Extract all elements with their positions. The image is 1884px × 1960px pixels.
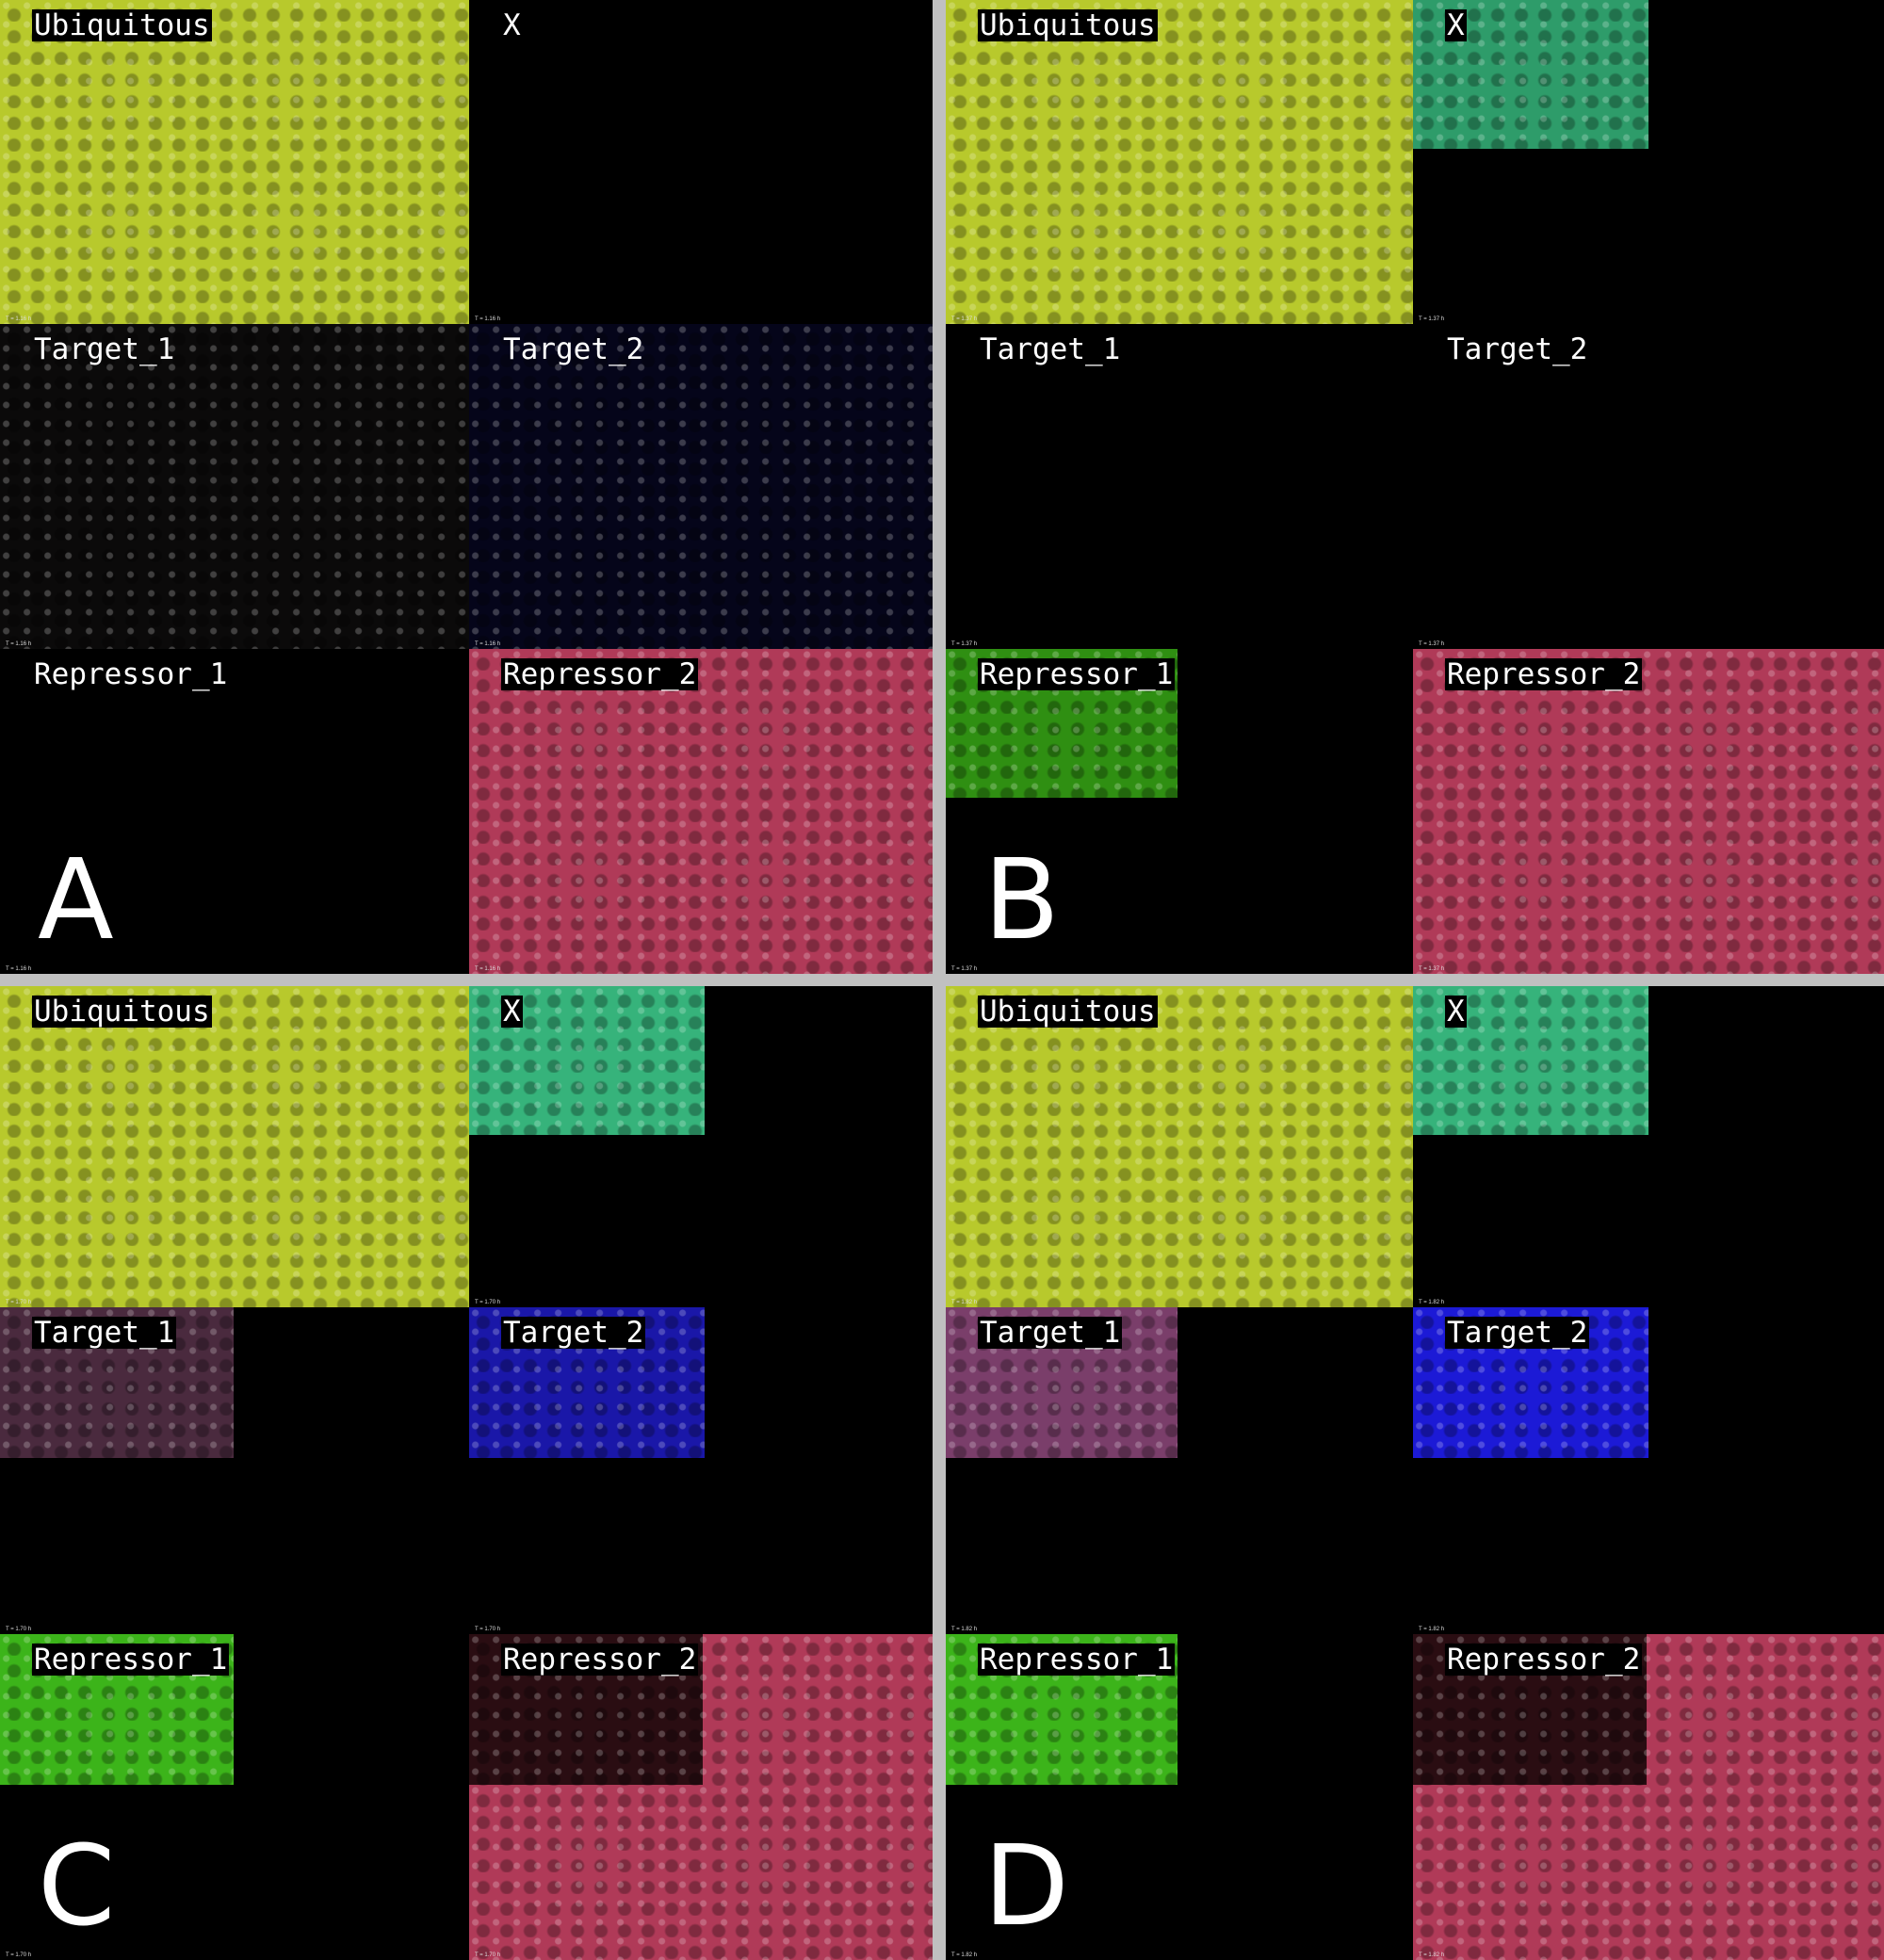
time-label: T = 1.70 h [6,1627,32,1632]
time-label: T = 1.70 h [475,1300,501,1305]
quadrant-letter: D [983,1821,1069,1951]
panel-target-2: Target_2 T = 1.16 h [469,324,933,649]
tissue-image [469,986,705,1135]
panel-label: Target_2 [1445,1316,1590,1350]
time-label: T = 1.37 h [1419,316,1445,322]
panel-label: Target_1 [32,1316,177,1350]
panel-target-1: Target_1 T = 1.16 h [0,324,469,649]
panel-x: X T = 1.37 h [1413,0,1884,324]
quadrant-letter: C [38,1821,116,1951]
panel-ubiquitous: Ubiquitous T = 1.82 h [946,986,1413,1307]
quadrant-b: Ubiquitous T = 1.37 h X T = 1.37 h Targe… [946,0,1884,974]
tissue-image [0,0,469,324]
quadrant-a: Ubiquitous T = 1.16 h X T = 1.16 h Targe… [0,0,933,974]
panel-label: Ubiquitous [32,995,212,1029]
quadrant-letter: B [983,834,1060,964]
panel-label: Repressor_1 [32,1643,230,1677]
panel-target-1: Target_1 T = 1.37 h [946,324,1413,649]
panel-x: X T = 1.70 h [469,986,933,1307]
panel-target-2: Target_2 T = 1.37 h [1413,324,1884,649]
time-label: T = 1.16 h [475,316,501,322]
panel-label: X [501,995,523,1029]
time-label: T = 1.82 h [951,1952,978,1958]
panel-label: Repressor_2 [501,1643,699,1677]
panel-repressor-1: Repressor_1 A T = 1.16 h [0,649,469,974]
panel-label: Ubiquitous [978,8,1158,42]
panel-repressor-2: Repressor_2 T = 1.16 h [469,649,933,974]
time-label: T = 1.37 h [1419,966,1445,972]
panel-ubiquitous: Ubiquitous T = 1.16 h [0,0,469,324]
time-label: T = 1.37 h [951,316,978,322]
tissue-image [946,986,1413,1307]
panel-repressor-1: Repressor_1 D T = 1.82 h [946,1634,1413,1960]
panel-label: Target_1 [34,332,175,366]
time-label: T = 1.16 h [6,316,32,322]
time-label: T = 1.82 h [951,1300,978,1305]
time-label: T = 1.82 h [1419,1952,1445,1958]
panel-x: X T = 1.16 h [469,0,933,324]
panel-label: X [1445,995,1467,1029]
panel-label: X [1445,8,1467,42]
time-label: T = 1.16 h [6,966,32,972]
time-label: T = 1.70 h [475,1952,501,1958]
panel-label: Repressor_2 [501,657,699,691]
panel-label: Repressor_1 [978,657,1176,691]
time-label: T = 1.70 h [475,1627,501,1632]
panel-label: X [503,8,521,42]
time-label: T = 1.70 h [6,1300,32,1305]
panel-label: Repressor_1 [34,657,228,691]
panel-label: Repressor_2 [1445,657,1643,691]
time-label: T = 1.37 h [1419,641,1445,647]
tissue-image [1413,649,1884,974]
time-label: T = 1.82 h [951,1627,978,1632]
panel-repressor-2: Repressor_2 T = 1.70 h [469,1634,933,1960]
panel-target-1: Target_1 T = 1.70 h [0,1307,469,1634]
time-label: T = 1.16 h [475,641,501,647]
time-label: T = 1.16 h [6,641,32,647]
time-label: T = 1.16 h [475,966,501,972]
panel-target-1: Target_1 T = 1.82 h [946,1307,1413,1634]
panel-ubiquitous: Ubiquitous T = 1.70 h [0,986,469,1307]
quadrant-c: Ubiquitous T = 1.70 h X T = 1.70 h Targe… [0,986,933,1960]
quadrant-letter: A [38,834,114,964]
panel-target-2: Target_2 T = 1.70 h [469,1307,933,1634]
tissue-image [0,324,469,649]
panel-repressor-2: Repressor_2 T = 1.37 h [1413,649,1884,974]
panel-label: Ubiquitous [32,8,212,42]
panel-label: Target_2 [503,332,644,366]
panel-label: Target_2 [501,1316,646,1350]
time-label: T = 1.82 h [1419,1627,1445,1632]
panel-repressor-1: Repressor_1 B T = 1.37 h [946,649,1413,974]
tissue-image [469,324,933,649]
tissue-image [946,0,1413,324]
panel-repressor-2: Repressor_2 T = 1.82 h [1413,1634,1884,1960]
time-label: T = 1.37 h [951,641,978,647]
time-label: T = 1.70 h [6,1952,32,1958]
panel-label: Repressor_1 [978,1643,1176,1677]
time-label: T = 1.82 h [1419,1300,1445,1305]
tissue-image [469,649,933,974]
panel-label: Target_1 [980,332,1121,366]
panel-target-2: Target_2 T = 1.82 h [1413,1307,1884,1634]
panel-repressor-1: Repressor_1 C T = 1.70 h [0,1634,469,1960]
panel-label: Repressor_2 [1445,1643,1643,1677]
panel-label: Ubiquitous [978,995,1158,1029]
panel-label: Target_2 [1447,332,1588,366]
panel-label: Target_1 [978,1316,1123,1350]
tissue-image [0,986,469,1307]
panel-x: X T = 1.82 h [1413,986,1884,1307]
quadrant-d: Ubiquitous T = 1.82 h X T = 1.82 h Targe… [946,986,1884,1960]
panel-ubiquitous: Ubiquitous T = 1.37 h [946,0,1413,324]
time-label: T = 1.37 h [951,966,978,972]
